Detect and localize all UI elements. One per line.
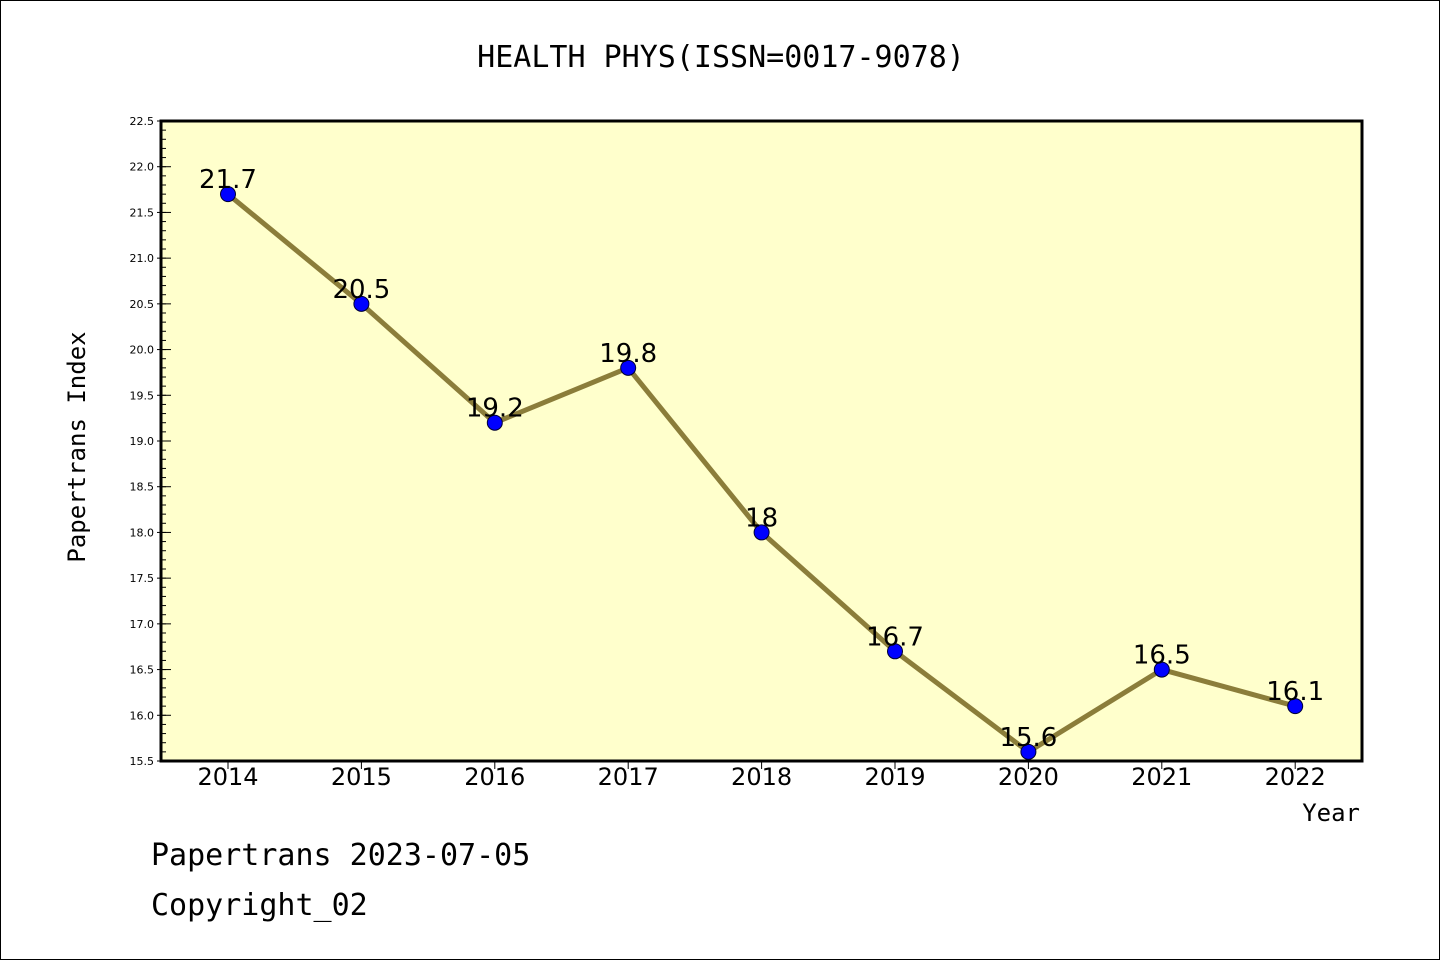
footer-date: Papertrans 2023-07-05 (151, 838, 530, 873)
footer-copyright: Copyright_02 (151, 888, 368, 923)
y-tick-label: 17.5 (130, 572, 155, 585)
x-tick-label: 2017 (598, 763, 659, 791)
data-point (1287, 698, 1304, 715)
x-tick-label: 2014 (197, 763, 258, 791)
y-tick-label: 21.5 (130, 206, 155, 219)
x-tick-label: 2020 (998, 763, 1059, 791)
data-label: 16.7 (866, 622, 924, 652)
plot-area (161, 121, 1362, 761)
y-tick-label: 16.5 (130, 664, 155, 677)
data-point (1153, 661, 1170, 678)
x-tick-label: 2019 (864, 763, 925, 791)
x-tick-labels: 2014 2015 2016 2017 2018 2019 2020 2021 2022 (197, 763, 1325, 791)
x-tick-label: 2022 (1265, 763, 1326, 791)
y-tick-label: 18.5 (130, 481, 155, 494)
data-point (620, 359, 637, 376)
x-tick-label: 2015 (331, 763, 392, 791)
y-tick-labels: 15.5 16.0 16.5 17.0 17.5 18.0 18.5 19.0 19.5 20.0… (130, 115, 155, 768)
data-label: 19.2 (466, 394, 524, 424)
x-tick-label: 2016 (464, 763, 525, 791)
y-tick-label: 19.0 (130, 435, 155, 448)
y-axis-label: Papertrans Index (63, 331, 91, 562)
data-point (753, 524, 770, 541)
data-labels: 21.7 20.5 19.2 19.8 18 16.7 15.6 16.5 16.1 (199, 165, 1324, 753)
y-tick-label: 20.0 (130, 344, 155, 357)
chart-title: HEALTH PHYS(ISSN=0017-9078) (477, 40, 965, 75)
data-point (887, 643, 903, 660)
y-tick-label: 17.0 (130, 618, 155, 631)
y-tick-label: 21.0 (130, 252, 155, 265)
y-tick-label: 15.5 (130, 755, 155, 768)
y-tick-label: 22.0 (130, 161, 155, 174)
data-label: 19.8 (599, 339, 657, 369)
x-axis-label: Year (1302, 799, 1360, 827)
data-point (486, 414, 503, 431)
plot-border (159, 119, 1364, 763)
series-markers (220, 186, 1304, 760)
x-tick-label: 2021 (1131, 763, 1192, 791)
data-point (1020, 743, 1037, 760)
data-label: 15.6 (999, 723, 1057, 753)
data-point (353, 295, 370, 312)
y-tick-label: 22.5 (130, 115, 155, 128)
data-label: 16.5 (1133, 641, 1191, 671)
data-label: 20.5 (332, 275, 390, 305)
y-tick-label: 20.5 (130, 298, 155, 311)
x-tick-label: 2018 (731, 763, 792, 791)
data-label: 18 (745, 503, 778, 533)
data-label: 16.1 (1266, 677, 1324, 707)
y-tick-label: 18.0 (130, 526, 155, 539)
data-label: 21.7 (199, 165, 257, 195)
y-tick-label: 16.0 (130, 709, 155, 722)
data-point (220, 186, 236, 203)
y-tick-label: 19.5 (130, 389, 155, 402)
